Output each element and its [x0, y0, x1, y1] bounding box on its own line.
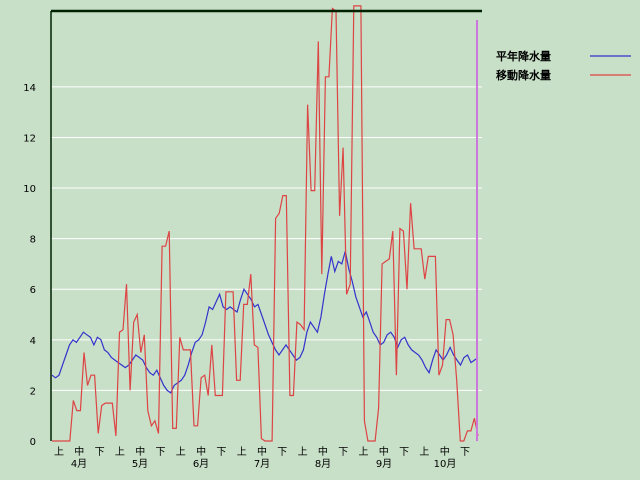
legend-label-0: 平年降水量 — [496, 49, 551, 63]
x-decade-label: 中 — [135, 445, 145, 458]
x-decade-label: 中 — [379, 445, 389, 458]
x-decade-label: 中 — [318, 445, 328, 458]
y-tick-label: 12 — [23, 133, 36, 144]
y-tick-label: 2 — [30, 386, 36, 397]
x-month-label: 9月 — [376, 458, 392, 470]
gridlines — [51, 86, 482, 391]
x-decade-label: 下 — [156, 447, 166, 458]
series-line-0 — [51, 251, 479, 394]
y-tick-label: 4 — [30, 336, 36, 347]
x-decade-label: 上 — [176, 446, 186, 458]
x-decade-label: 中 — [196, 445, 206, 458]
x-decade-label: 上 — [54, 446, 64, 458]
y-tick-labels: 0 2 4 6 8 10 12 14 — [23, 83, 36, 448]
y-tick-label: 8 — [30, 235, 36, 246]
x-decade-label: 上 — [237, 446, 247, 458]
x-decade-label: 中 — [440, 445, 450, 458]
x-decade-label: 下 — [460, 447, 470, 458]
y-tick-label: 10 — [23, 184, 36, 195]
x-decade-label: 中 — [74, 445, 84, 458]
x-decade-label: 中 — [257, 445, 267, 458]
x-month-label: 6月 — [193, 458, 209, 470]
legend-label-1: 移動降水量 — [496, 68, 551, 82]
x-decade-label: 下 — [95, 447, 105, 458]
series-layer — [51, 5, 479, 442]
y-tick-label: 14 — [23, 83, 36, 94]
x-decade-label: 下 — [277, 447, 287, 458]
x-decade-label: 上 — [298, 446, 308, 458]
x-month-label: 7月 — [254, 458, 270, 470]
series-line-1 — [52, 5, 479, 442]
y-tick-label: 0 — [30, 437, 36, 448]
x-decade-label: 上 — [359, 446, 369, 458]
x-month-label: 5月 — [132, 458, 148, 470]
x-month-label: 10月 — [434, 458, 457, 470]
x-decade-label: 下 — [399, 447, 409, 458]
y-tick-label: 6 — [30, 285, 36, 296]
x-month-label: 8月 — [315, 458, 331, 470]
plot-area — [51, 11, 481, 441]
x-decade-label: 上 — [115, 446, 125, 458]
x-decade-label: 上 — [419, 446, 429, 458]
x-decade-label: 下 — [338, 447, 348, 458]
x-decade-label: 下 — [216, 447, 226, 458]
x-tick-labels: 上中下上中下上中下上中下上中下上中下上中下4月 5月 6月 7月 8月 9月 10月 — [54, 445, 470, 470]
x-month-label: 4月 — [71, 458, 87, 470]
